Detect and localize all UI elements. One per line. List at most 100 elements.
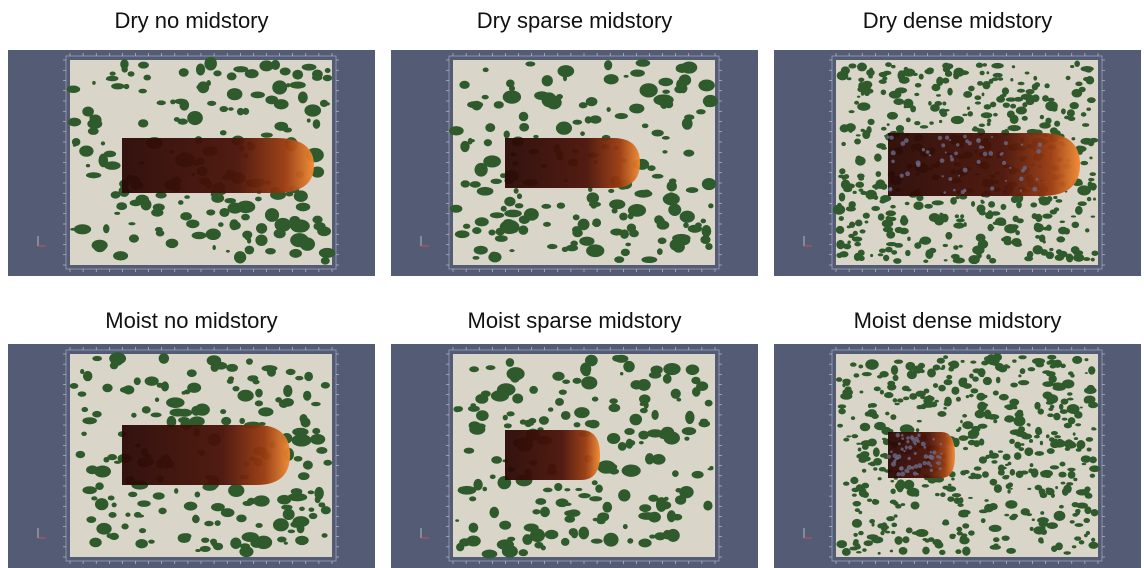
burn-speck xyxy=(886,135,889,138)
canopy xyxy=(1059,462,1065,467)
canopy xyxy=(503,90,521,103)
canopy xyxy=(947,88,952,96)
canopy xyxy=(844,386,850,393)
canopy xyxy=(1009,399,1019,406)
canopy xyxy=(960,470,966,475)
canopy xyxy=(891,523,897,528)
canopy xyxy=(81,407,88,412)
canopy xyxy=(912,531,920,535)
canopy xyxy=(139,528,146,533)
canopy xyxy=(1015,411,1024,418)
canopy xyxy=(95,498,108,510)
canopy xyxy=(472,256,479,260)
burn-speck xyxy=(932,438,935,441)
canopy xyxy=(944,109,949,111)
burn-speck xyxy=(917,463,922,468)
canopy xyxy=(1070,102,1079,109)
canopy xyxy=(968,497,973,499)
canopy xyxy=(587,192,599,203)
canopy xyxy=(872,499,879,505)
canopy xyxy=(206,80,211,86)
burn-speck xyxy=(901,434,904,437)
canopy xyxy=(1075,206,1083,215)
canopy xyxy=(607,433,620,444)
canopy xyxy=(945,232,952,240)
simulation-view xyxy=(8,344,375,568)
canopy xyxy=(858,511,862,514)
canopy xyxy=(177,409,192,417)
canopy xyxy=(229,219,238,230)
canopy xyxy=(857,174,865,179)
canopy xyxy=(258,407,273,416)
canopy xyxy=(308,490,315,494)
canopy xyxy=(944,379,953,385)
canopy xyxy=(295,376,303,381)
canopy xyxy=(455,519,459,522)
burn-speck xyxy=(896,472,900,476)
canopy xyxy=(886,516,895,521)
canopy xyxy=(879,371,888,377)
canopy xyxy=(1020,368,1026,374)
canopy xyxy=(658,501,671,510)
canopy xyxy=(1074,437,1078,440)
canopy xyxy=(1073,432,1076,435)
canopy xyxy=(1038,521,1048,527)
burn-speck xyxy=(890,450,893,453)
canopy xyxy=(878,213,885,220)
canopy xyxy=(974,95,981,100)
burn-speck xyxy=(941,143,945,147)
canopy xyxy=(935,493,940,496)
canopy xyxy=(312,428,320,434)
canopy xyxy=(535,498,546,505)
canopy xyxy=(1090,172,1096,176)
canopy xyxy=(1085,372,1088,374)
burn-speck xyxy=(929,154,931,156)
canopy xyxy=(325,68,331,73)
canopy xyxy=(932,200,944,205)
canopy xyxy=(459,81,469,89)
canopy xyxy=(174,117,180,122)
canopy xyxy=(253,380,260,385)
canopy xyxy=(1002,93,1007,97)
canopy xyxy=(933,383,938,388)
canopy xyxy=(1082,463,1087,465)
canopy xyxy=(638,512,656,520)
canopy xyxy=(82,417,97,424)
canopy xyxy=(906,118,911,123)
canopy xyxy=(1011,196,1018,203)
canopy xyxy=(870,254,873,257)
canopy xyxy=(1074,61,1080,67)
canopy xyxy=(874,154,882,162)
canopy xyxy=(312,74,322,81)
canopy xyxy=(161,381,169,391)
burn-speck xyxy=(949,139,951,141)
canopy xyxy=(877,523,885,528)
canopy xyxy=(1093,198,1096,201)
canopy xyxy=(899,547,908,555)
canopy xyxy=(612,208,618,214)
canopy xyxy=(103,224,109,233)
canopy xyxy=(282,398,294,407)
canopy xyxy=(630,440,635,445)
canopy xyxy=(489,507,499,518)
canopy xyxy=(930,104,940,112)
canopy xyxy=(1072,222,1080,229)
canopy xyxy=(1074,536,1081,540)
canopy xyxy=(1080,161,1088,165)
canopy xyxy=(578,493,590,498)
canopy xyxy=(929,213,940,222)
canopy xyxy=(541,545,546,550)
burn-speck xyxy=(979,145,983,149)
canopy xyxy=(1001,237,1011,242)
canopy xyxy=(482,95,489,100)
canopy xyxy=(940,367,945,370)
canopy xyxy=(943,67,950,73)
canopy xyxy=(683,222,689,228)
burn-speck xyxy=(1036,178,1039,181)
canopy xyxy=(684,437,689,441)
canopy xyxy=(867,409,877,417)
canopy xyxy=(654,215,664,224)
burn-speck xyxy=(914,437,919,442)
canopy xyxy=(641,256,657,263)
burn-speck xyxy=(988,151,993,156)
